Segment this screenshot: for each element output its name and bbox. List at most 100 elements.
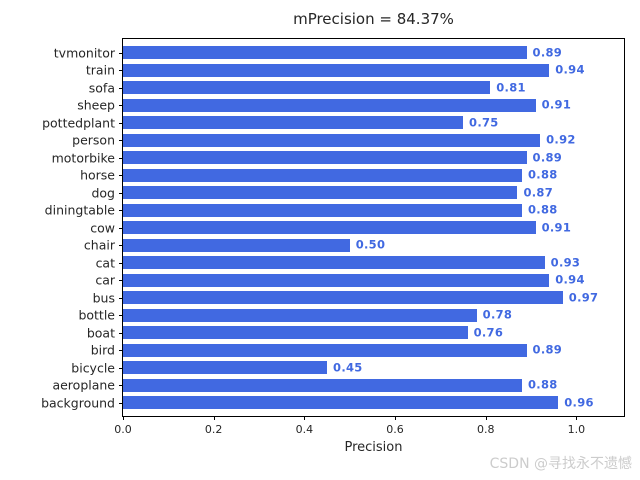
precision-bar — [123, 378, 522, 392]
chart-title: mPrecision = 84.37% — [293, 10, 454, 28]
value-label: 0.92 — [546, 132, 576, 147]
y-axis-tick — [119, 192, 123, 194]
precision-bar — [123, 273, 550, 287]
value-label: 0.97 — [568, 290, 599, 305]
bar-row: tvmonitor 0.89 — [54, 45, 624, 60]
x-axis-tick-label: 0.0 — [114, 423, 132, 436]
value-label: 0.94 — [555, 272, 585, 287]
precision-bar — [123, 168, 522, 182]
x-axis-tick — [304, 416, 306, 420]
x-axis-tick — [485, 416, 487, 420]
value-label: 0.91 — [541, 220, 572, 235]
x-axis-tick — [395, 416, 397, 420]
precision-bar — [123, 291, 563, 304]
y-axis-tick — [119, 385, 123, 386]
value-label: 0.91 — [541, 97, 572, 112]
value-label: 0.89 — [532, 150, 563, 165]
bar-row: bus 0.97 — [93, 290, 624, 305]
category-label: bird — [90, 342, 115, 358]
category-label: cow — [90, 220, 115, 235]
category-label: boat — [86, 325, 115, 340]
bar-row: motorbike 0.89 — [52, 150, 624, 165]
x-axis-tick — [123, 416, 124, 420]
category-label: aeroplane — [52, 377, 115, 393]
precision-bar — [123, 326, 468, 339]
y-axis-tick — [119, 297, 123, 299]
y-axis-tick — [119, 245, 123, 246]
watermark: CSDN @寻找永不遗憾 — [489, 456, 632, 472]
precision-bar — [123, 238, 350, 252]
plot-area: tvmonitor 0.89 train 0.94 sofa 0.81 sheep 0.91 p… — [41, 38, 625, 436]
y-axis-tick — [119, 350, 123, 351]
bar-row: bird 0.89 — [91, 342, 624, 358]
value-label: 0.88 — [527, 202, 558, 217]
value-label: 0.93 — [550, 255, 581, 270]
value-label: 0.88 — [527, 377, 558, 392]
category-label: train — [85, 62, 115, 78]
y-axis-tick — [119, 105, 123, 106]
category-label: chair — [83, 237, 115, 253]
value-label: 0.96 — [564, 395, 594, 410]
precision-bar — [123, 63, 550, 77]
category-label: bicycle — [71, 360, 115, 375]
category-label: dog — [91, 185, 115, 200]
bar-row: person 0.92 — [72, 132, 624, 148]
category-label: motorbike — [51, 150, 115, 165]
y-axis-tick — [119, 262, 123, 264]
category-label: bottle — [78, 307, 115, 323]
y-axis-tick — [119, 52, 123, 54]
precision-bar — [123, 81, 491, 94]
precision-bar — [123, 343, 527, 357]
value-label: 0.78 — [482, 307, 513, 322]
precision-bar — [123, 361, 328, 374]
precision-bar — [123, 256, 545, 269]
x-axis-tick-label: 0.6 — [386, 423, 404, 436]
bar-row: chair 0.50 — [84, 238, 624, 253]
category-label: sheep — [77, 97, 115, 113]
y-axis-tick — [119, 227, 123, 229]
precision-bar — [123, 133, 541, 147]
y-axis-tick — [119, 315, 123, 316]
category-label: tvmonitor — [53, 45, 115, 60]
bar-row: aeroplane 0.88 — [52, 377, 624, 393]
category-label: pottedplant — [42, 115, 115, 130]
y-axis-tick — [119, 122, 123, 124]
y-axis-tick — [119, 367, 123, 369]
category-label: diningtable — [44, 202, 115, 218]
value-label: 0.89 — [532, 342, 563, 357]
y-axis-tick — [119, 332, 123, 334]
y-axis-tick — [119, 210, 123, 211]
category-label: car — [95, 272, 115, 288]
precision-bar — [123, 221, 536, 234]
x-axis-label: Precision — [344, 440, 403, 455]
bar-row: bicycle 0.45 — [71, 360, 624, 375]
bar-row: dog 0.87 — [91, 185, 624, 200]
precision-bar — [123, 186, 518, 199]
bar-row: pottedplant 0.75 — [42, 115, 624, 130]
x-axis-tick-label: 0.8 — [476, 423, 495, 436]
y-axis-tick — [119, 175, 123, 176]
x-axis-tick — [213, 416, 215, 420]
bar-row: boat 0.76 — [87, 325, 624, 340]
value-label: 0.75 — [469, 115, 499, 130]
category-label: background — [41, 395, 115, 410]
y-axis-tick — [119, 402, 123, 404]
category-label: bus — [92, 290, 115, 305]
bar-row: sofa 0.81 — [89, 80, 624, 95]
bar-row: sheep 0.91 — [77, 97, 624, 113]
bar-row: cow 0.91 — [90, 220, 624, 235]
precision-bar — [123, 46, 527, 59]
value-label: 0.45 — [333, 360, 363, 375]
bar-row: horse 0.88 — [80, 167, 624, 183]
x-axis-tick-label: 0.2 — [204, 423, 223, 436]
precision-bar — [123, 203, 522, 217]
y-axis-tick — [119, 157, 123, 159]
category-label: horse — [80, 167, 115, 183]
x-axis-tick-label: 1.0 — [567, 423, 586, 436]
bar-row: bottle 0.78 — [78, 307, 624, 323]
bar-row: train 0.94 — [86, 63, 624, 78]
x-axis-tick — [576, 416, 578, 420]
category-label: cat — [95, 255, 115, 270]
value-label: 0.88 — [527, 167, 558, 182]
y-axis-tick — [119, 280, 123, 281]
